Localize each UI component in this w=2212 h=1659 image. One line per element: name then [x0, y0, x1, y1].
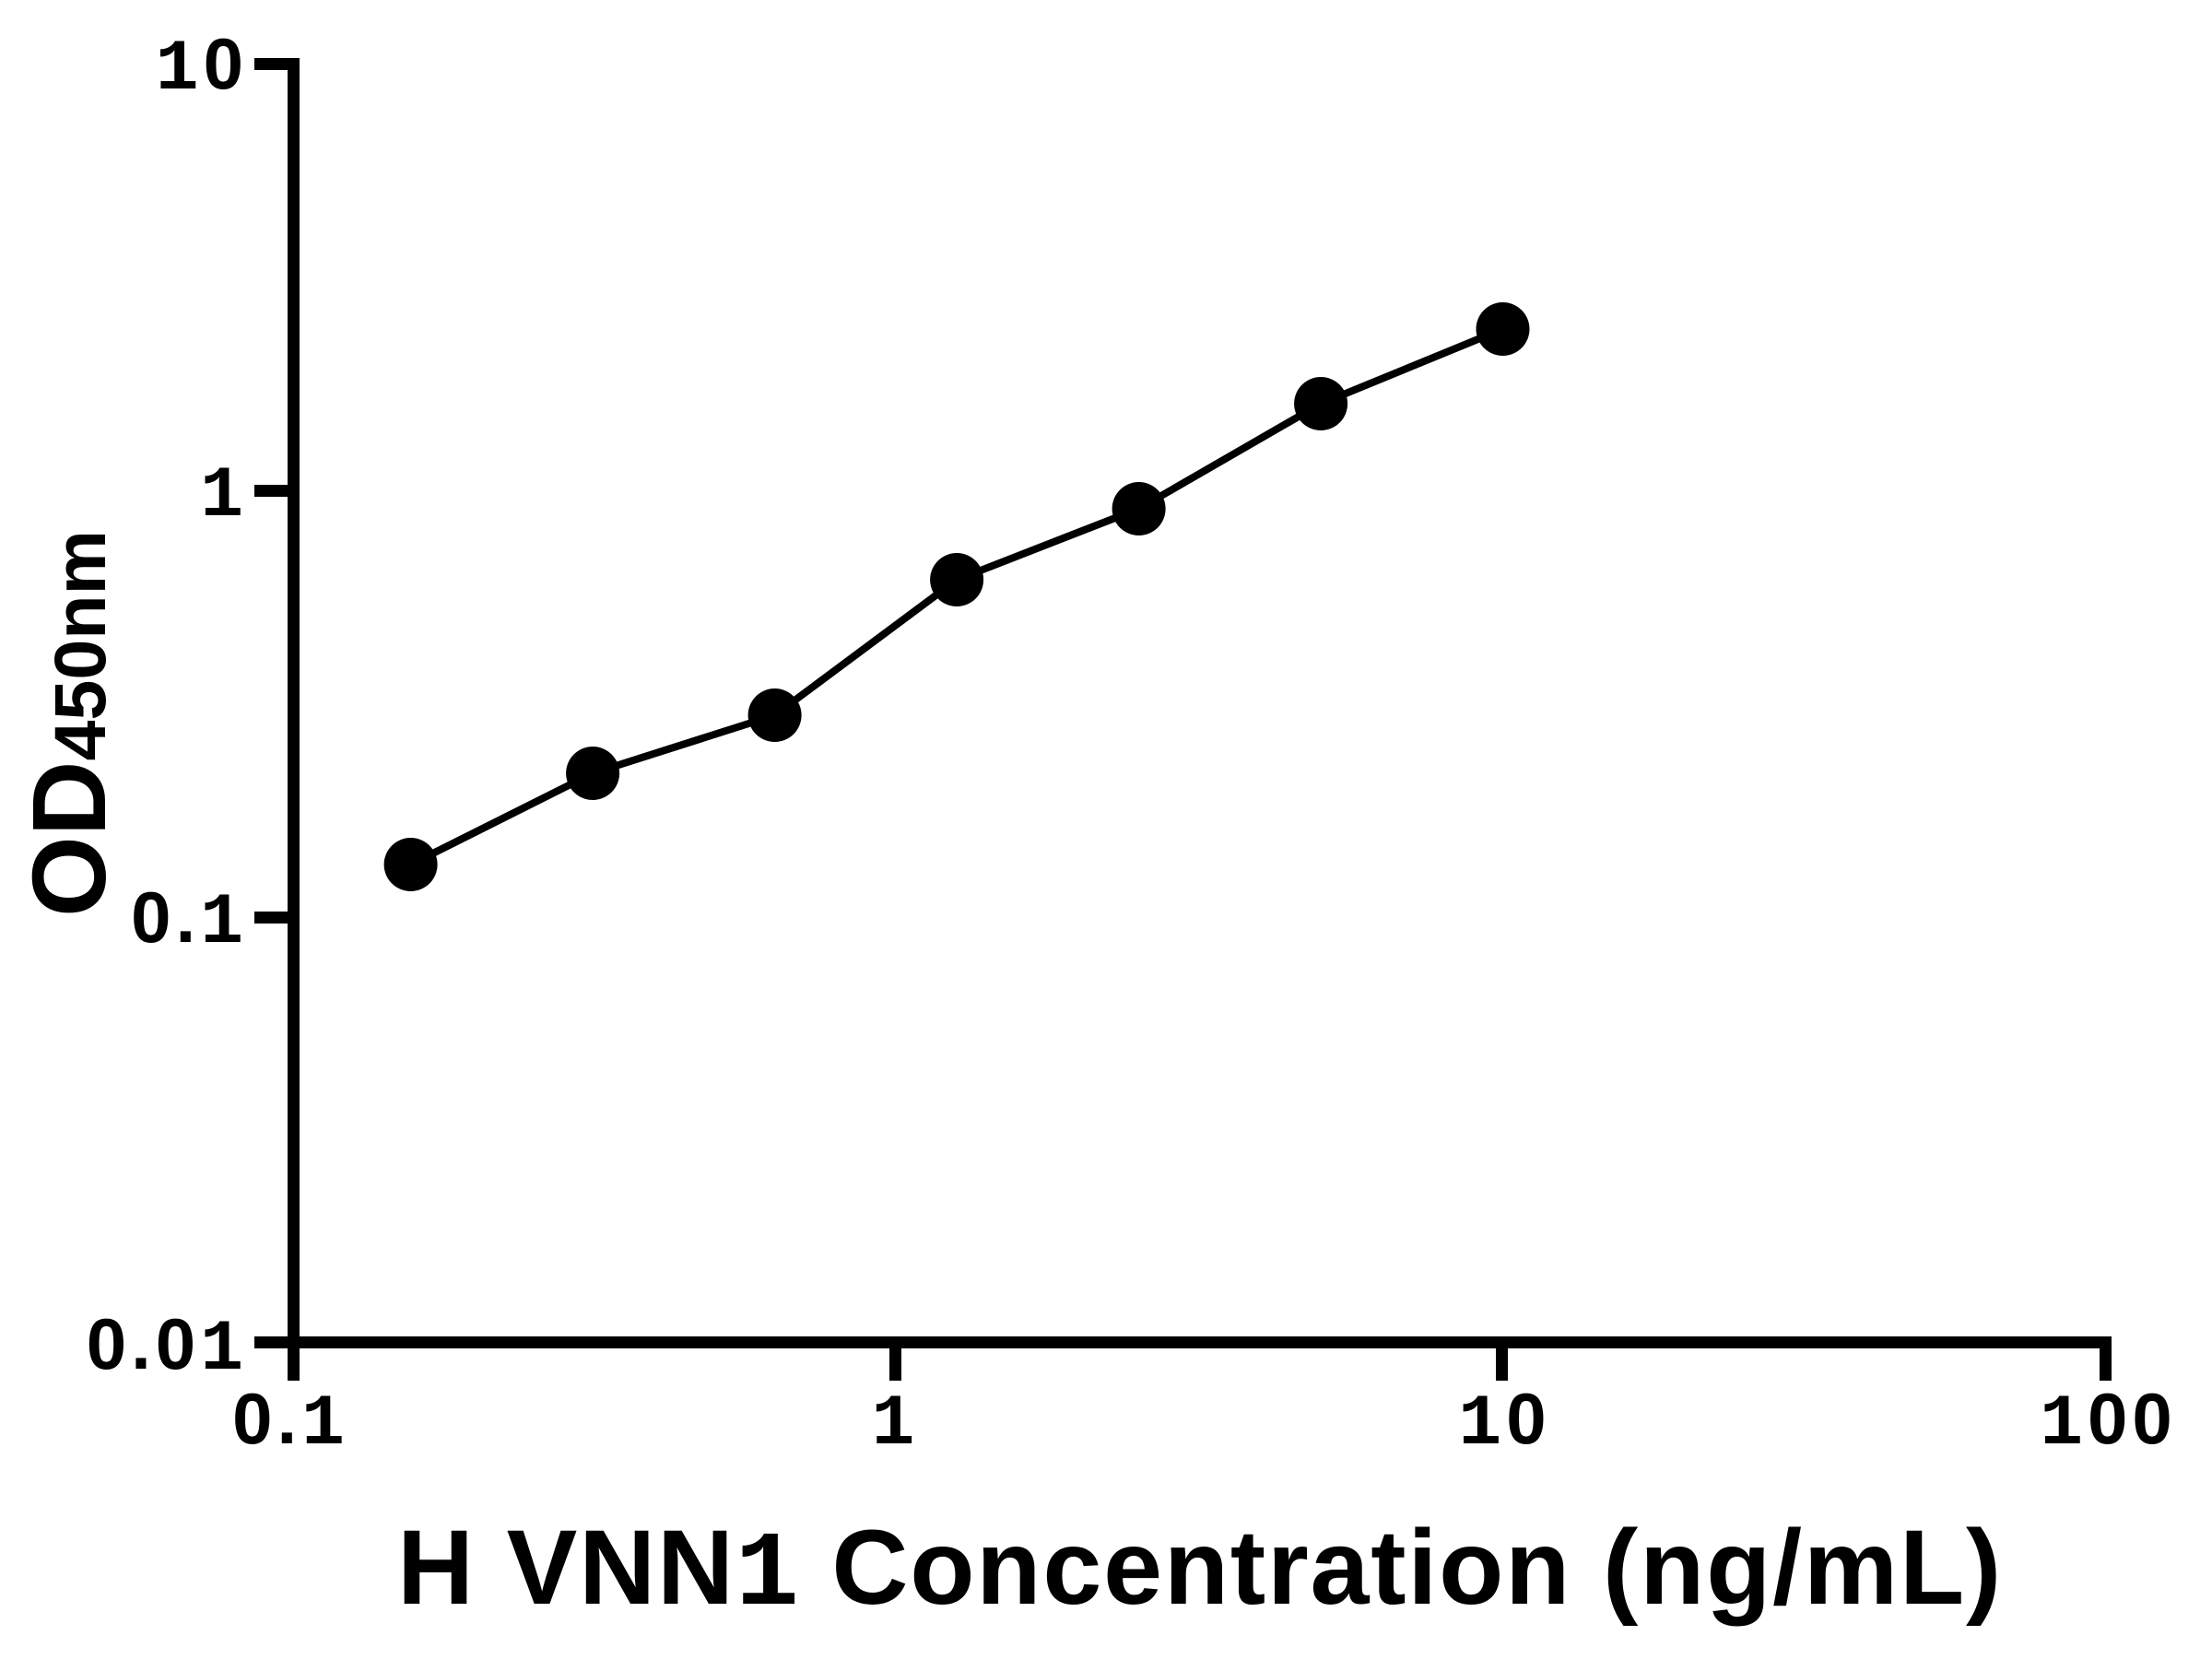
- svg-text:0.1: 0.1: [131, 877, 248, 964]
- svg-text:OD450nm: OD450nm: [11, 530, 127, 917]
- svg-text:1: 1: [872, 1384, 920, 1465]
- svg-text:0.01: 0.01: [87, 1303, 248, 1391]
- svg-text:1: 1: [200, 456, 248, 537]
- svg-text:H VNN1 Concentration (ng/mL): H VNN1 Concentration (ng/mL): [397, 1509, 2003, 1636]
- svg-text:10: 10: [156, 23, 248, 111]
- svg-text:10: 10: [1458, 1378, 1550, 1465]
- svg-text:100: 100: [2040, 1378, 2177, 1465]
- svg-text:0.1: 0.1: [232, 1378, 349, 1465]
